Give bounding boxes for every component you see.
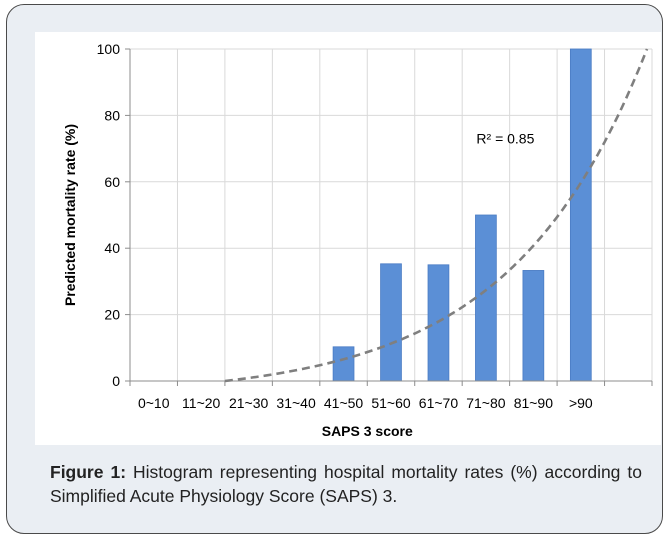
- x-tick-label: 81~90: [514, 395, 554, 411]
- x-tick-label: 41~50: [324, 395, 364, 411]
- y-tick-label: 60: [104, 174, 120, 190]
- figure-caption: Figure 1: Histogram representing hospita…: [50, 460, 642, 508]
- bar-81~90: [522, 270, 545, 382]
- bar-51~60: [380, 263, 402, 382]
- bar-41~50: [332, 346, 355, 382]
- x-tick-label: 21~30: [229, 395, 269, 411]
- x-tick-label: >90: [569, 395, 593, 411]
- x-tick-label: 11~20: [182, 395, 220, 411]
- caption-label: Figure 1:: [50, 462, 127, 482]
- x-tick-label: 71~80: [466, 395, 506, 411]
- y-tick-label: 20: [104, 307, 120, 323]
- chart-panel: 0 20 40 60 80 100 0~10 11~20 21~30 31~40 41~50 51~6…: [35, 32, 661, 445]
- x-tick-label: 0~10: [138, 395, 170, 411]
- y-tick-label: 40: [104, 240, 120, 256]
- bar-71~80: [475, 214, 497, 382]
- x-axis-title: SAPS 3 score: [322, 423, 413, 439]
- y-tick-label: 100: [97, 41, 121, 57]
- trendline: [224, 48, 649, 383]
- r-squared-label: R² = 0.85: [476, 131, 534, 147]
- x-tick-label: 61~70: [419, 395, 459, 411]
- y-tick-label: 80: [104, 107, 120, 123]
- y-tick-label: 0: [112, 373, 120, 389]
- y-axis-title: Predicted mortality rate (%): [62, 124, 78, 306]
- caption-text: Histogram representing hospital mortalit…: [50, 462, 642, 506]
- x-tick-label: 51~60: [371, 395, 411, 411]
- bar->90: [569, 48, 592, 382]
- histogram-chart: 0 20 40 60 80 100 0~10 11~20 21~30 31~40 41~50 51~6…: [62, 41, 653, 439]
- x-tick-label: 31~40: [276, 395, 316, 411]
